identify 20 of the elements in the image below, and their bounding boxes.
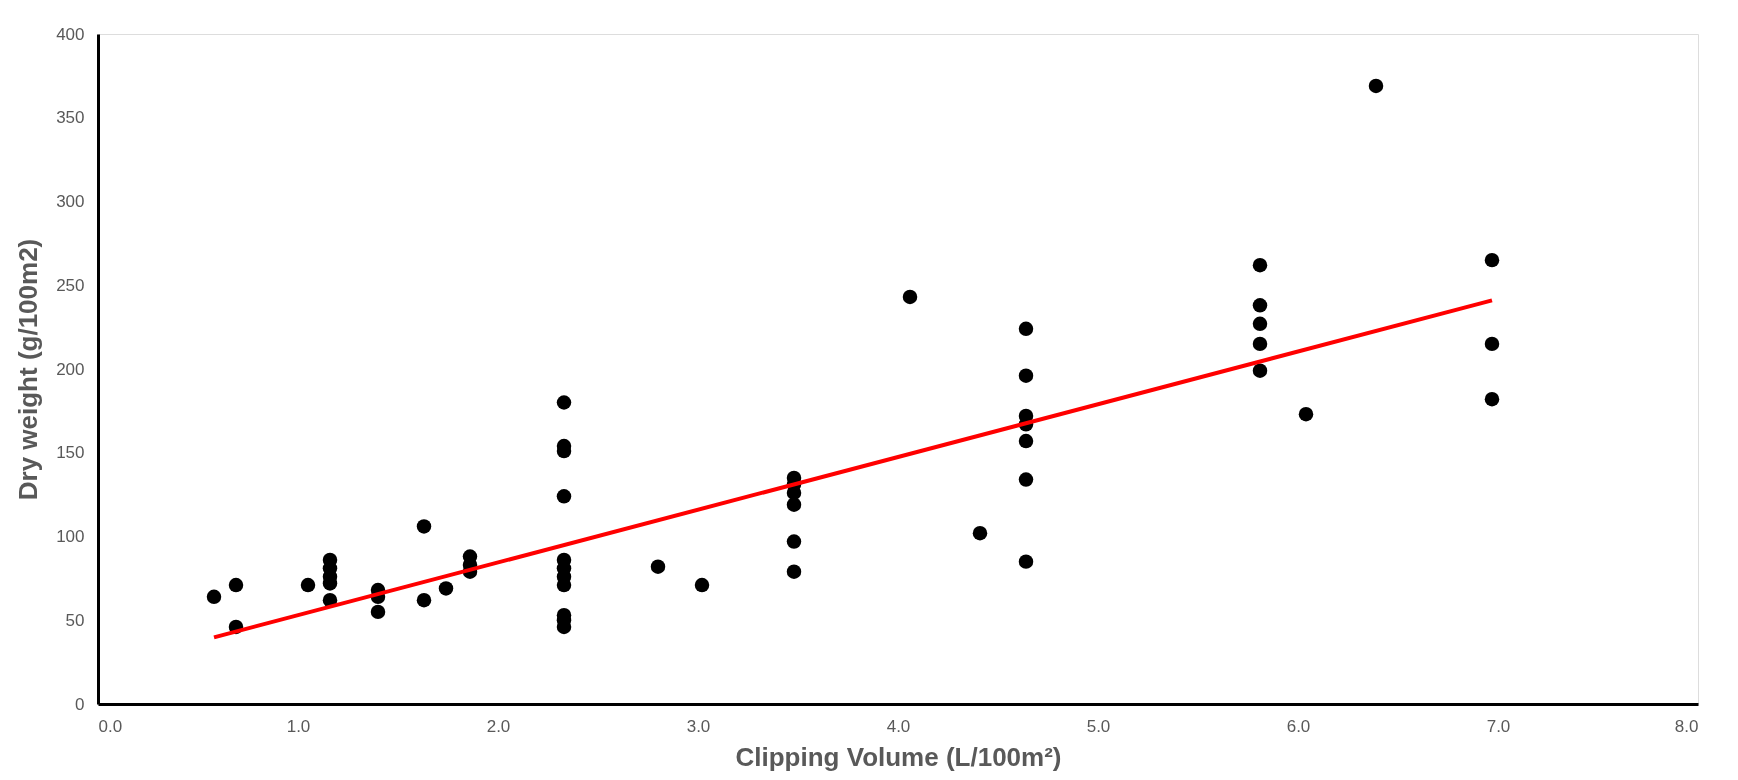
y-axis-title: Dry weight (g/100m2) — [13, 238, 44, 501]
x-tick-label: 6.0 — [1286, 716, 1311, 736]
y-tick-label: 250 — [56, 275, 85, 295]
y-tick-label: 150 — [56, 443, 85, 463]
x-tick-label: 7.0 — [1486, 716, 1511, 736]
y-tick-label: 100 — [56, 527, 85, 546]
x-tick-label: 5.0 — [1086, 716, 1111, 736]
y-tick-label: 300 — [56, 192, 85, 211]
y-tick-label: 0 — [75, 694, 85, 714]
x-tick-label: 4.0 — [886, 716, 911, 736]
x-tick-label: 1.0 — [286, 716, 311, 736]
x-tick-label: 3.0 — [686, 716, 711, 736]
x-tick-label: 8.0 — [1674, 716, 1699, 736]
x-tick-label: 0.0 — [98, 716, 123, 736]
y-tick-label: 350 — [56, 108, 85, 128]
x-tick-label: 2.0 — [486, 716, 511, 736]
x-axis-title: Clipping Volume (L/100m²) — [735, 741, 1062, 772]
y-tick-label: 400 — [56, 24, 85, 44]
y-tick-label: 50 — [65, 610, 85, 630]
y-tick-label: 200 — [56, 359, 85, 379]
